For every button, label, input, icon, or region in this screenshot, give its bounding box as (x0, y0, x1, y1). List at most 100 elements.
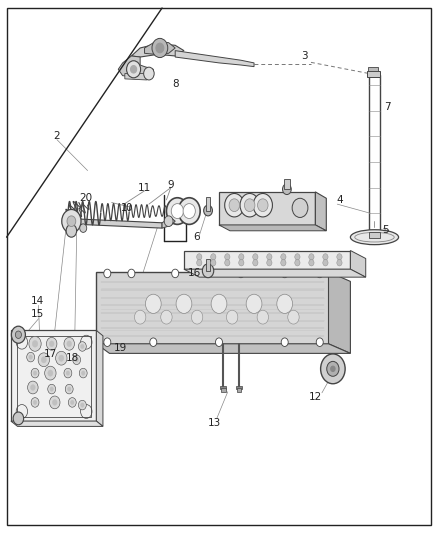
Circle shape (253, 254, 258, 260)
Circle shape (283, 184, 291, 195)
Circle shape (104, 269, 111, 278)
Circle shape (66, 224, 77, 237)
Circle shape (64, 368, 72, 378)
Text: 9: 9 (167, 180, 174, 190)
Circle shape (258, 199, 268, 212)
Text: 13: 13 (208, 418, 221, 427)
Circle shape (288, 310, 299, 324)
Bar (220, 386, 226, 389)
Circle shape (145, 294, 161, 313)
Circle shape (31, 398, 39, 407)
Circle shape (253, 260, 258, 266)
Circle shape (31, 368, 39, 378)
Circle shape (73, 355, 81, 365)
Circle shape (281, 338, 288, 346)
Text: 20: 20 (79, 193, 92, 203)
Circle shape (13, 412, 24, 425)
Polygon shape (219, 225, 326, 231)
Circle shape (183, 204, 195, 219)
Circle shape (225, 254, 230, 260)
Polygon shape (145, 42, 175, 54)
Bar (368, 67, 378, 71)
Circle shape (337, 260, 342, 266)
Circle shape (176, 294, 192, 313)
Circle shape (65, 384, 73, 394)
Circle shape (49, 396, 60, 409)
Circle shape (204, 205, 212, 216)
Circle shape (281, 260, 286, 266)
Circle shape (337, 254, 342, 260)
Text: 14: 14 (31, 296, 44, 306)
Circle shape (295, 260, 300, 266)
Circle shape (67, 216, 76, 227)
Polygon shape (96, 330, 103, 426)
Polygon shape (162, 217, 175, 228)
Circle shape (202, 264, 214, 278)
Circle shape (127, 61, 141, 78)
Circle shape (225, 193, 244, 217)
Text: 16: 16 (188, 268, 201, 278)
Bar (236, 386, 242, 389)
Text: 18: 18 (66, 353, 79, 363)
Circle shape (144, 67, 154, 80)
Circle shape (41, 357, 46, 363)
Text: 7: 7 (384, 102, 391, 111)
Circle shape (27, 352, 35, 362)
Text: 4: 4 (336, 195, 343, 205)
Circle shape (240, 193, 259, 217)
Bar (367, 71, 380, 77)
Circle shape (62, 209, 81, 233)
Circle shape (246, 294, 262, 313)
Circle shape (11, 326, 25, 343)
Circle shape (79, 368, 87, 378)
Bar (369, 232, 380, 238)
Circle shape (191, 310, 203, 324)
Text: 11: 11 (138, 183, 151, 193)
Circle shape (295, 254, 300, 260)
Circle shape (316, 269, 323, 278)
Text: 5: 5 (382, 225, 389, 235)
Circle shape (33, 371, 37, 375)
Circle shape (253, 193, 272, 217)
Circle shape (45, 366, 56, 380)
Polygon shape (96, 272, 328, 344)
Circle shape (226, 310, 238, 324)
Circle shape (50, 387, 53, 391)
Circle shape (46, 337, 57, 350)
Circle shape (134, 310, 146, 324)
Circle shape (225, 260, 230, 266)
Circle shape (172, 269, 179, 278)
Polygon shape (96, 344, 350, 353)
Circle shape (244, 199, 255, 212)
Circle shape (327, 361, 339, 376)
Circle shape (331, 366, 335, 372)
Circle shape (164, 216, 173, 227)
Bar (237, 388, 241, 392)
Text: 2: 2 (53, 131, 60, 141)
Circle shape (31, 385, 35, 390)
Circle shape (78, 400, 86, 410)
Circle shape (64, 337, 74, 350)
Text: 8: 8 (172, 79, 179, 88)
Circle shape (197, 254, 202, 260)
Polygon shape (131, 44, 184, 57)
Circle shape (81, 344, 84, 349)
Circle shape (49, 341, 54, 346)
Bar (221, 388, 226, 392)
Circle shape (81, 403, 84, 407)
Text: 12: 12 (309, 392, 322, 401)
Circle shape (267, 260, 272, 266)
Circle shape (211, 260, 216, 266)
Polygon shape (350, 251, 366, 277)
Text: 17: 17 (44, 350, 57, 359)
Circle shape (150, 338, 157, 346)
Circle shape (68, 398, 76, 407)
Polygon shape (175, 51, 254, 67)
Circle shape (66, 371, 70, 375)
Circle shape (59, 355, 64, 361)
Polygon shape (68, 219, 162, 228)
Circle shape (178, 198, 200, 224)
Text: 6: 6 (193, 232, 200, 242)
Circle shape (197, 260, 202, 266)
Polygon shape (315, 192, 326, 231)
